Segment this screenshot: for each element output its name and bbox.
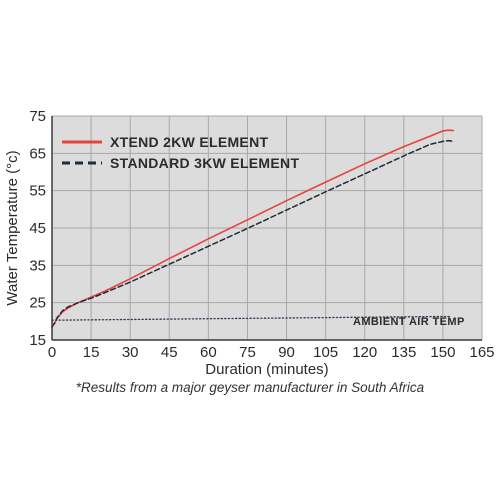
- x-tick-label-4: 60: [200, 344, 217, 361]
- series-standard-3kw-line: [51, 139, 455, 328]
- x-tick-label-3: 45: [161, 344, 178, 361]
- grid-lines: [52, 115, 483, 341]
- x-tick-label-11: 165: [469, 344, 494, 361]
- legend-label-standard: STANDARD 3KW ELEMENT: [110, 155, 299, 171]
- annotation-ambient-air-temp: AMBIENT AIR TEMP: [353, 316, 465, 328]
- legend-label-xtend: XTEND 2KW ELEMENT: [110, 134, 268, 150]
- y-tick-label-2: 35: [29, 257, 46, 274]
- x-tick-label-1: 15: [83, 344, 100, 361]
- y-tick-label-1: 25: [29, 295, 46, 312]
- x-tick-label-7: 105: [313, 344, 338, 361]
- y-tick-label-6: 75: [29, 108, 46, 125]
- x-tick-label-10: 150: [430, 344, 455, 361]
- x-tick-label-2: 30: [122, 344, 139, 361]
- footnote: *Results from a major geyser manufacture…: [75, 380, 425, 395]
- y-tick-label-5: 65: [29, 145, 46, 162]
- x-tick-label-0: 0: [48, 344, 56, 361]
- y-axis-title: Water Temperature (°c): [4, 150, 21, 305]
- series-group: [51, 129, 455, 328]
- x-tick-label-9: 135: [391, 344, 416, 361]
- series-xtend-2kw-line: [51, 129, 455, 326]
- series-ambient-air-temp-line: [51, 315, 452, 321]
- x-tick-label-6: 90: [278, 344, 295, 361]
- x-axis-title: Duration (minutes): [205, 361, 328, 378]
- legend: XTEND 2KW ELEMENT STANDARD 3KW ELEMENT: [62, 134, 299, 171]
- axes: 0 15 30 45 60 75 90 105 120 135 150 165152535455565…: [29, 108, 494, 361]
- x-tick-label-8: 120: [352, 344, 377, 361]
- y-tick-label-4: 55: [29, 183, 46, 200]
- y-tick-label-3: 45: [29, 220, 46, 237]
- x-tick-label-5: 75: [239, 344, 256, 361]
- y-tick-label-0: 15: [29, 332, 46, 349]
